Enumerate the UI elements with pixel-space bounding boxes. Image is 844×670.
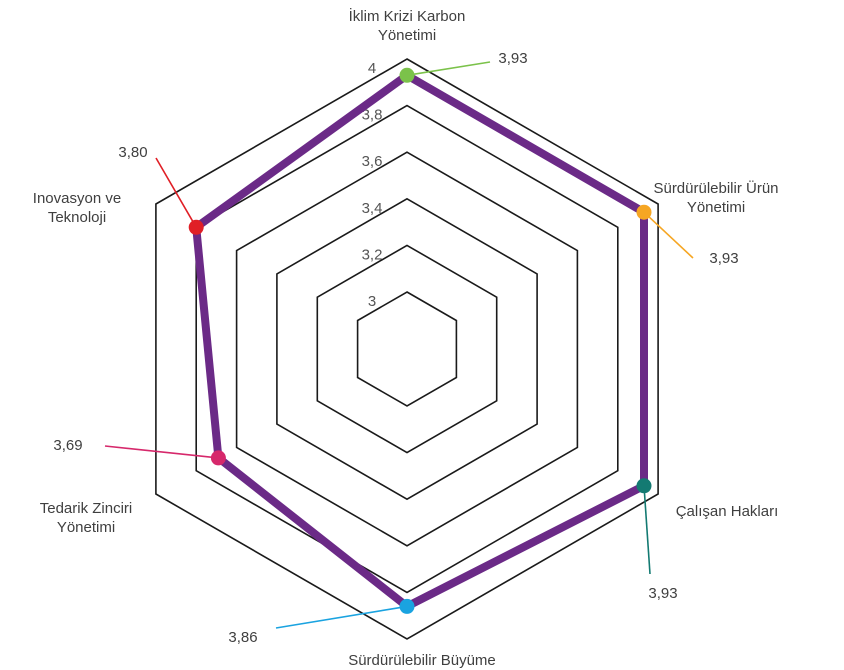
grid-layer <box>155 58 659 640</box>
tick-label: 3,2 <box>362 246 383 263</box>
axis-label-line: Sürdürülebilir Büyüme <box>348 652 496 669</box>
axis-label-line: Inovasyon ve <box>33 190 121 207</box>
value-label: 3,86 <box>228 629 257 646</box>
axis-label-line: Sürdürülebilir Ürün <box>653 179 778 197</box>
axis-label-line: Yönetimi <box>378 27 436 44</box>
axis-label: Sürdürülebilir Büyüme <box>348 652 496 669</box>
tick-label: 3 <box>368 293 376 310</box>
callout-line <box>406 61 491 77</box>
tick-label: 3,4 <box>362 200 383 217</box>
grid-ring <box>235 151 579 547</box>
label-layer: İklim Krizi Karbon YönetimiSürdürülebilir… <box>33 7 779 669</box>
data-point <box>399 598 415 614</box>
axis-label-line: Yönetimi <box>687 199 745 216</box>
callout-line <box>155 157 197 228</box>
axis-label: Sürdürülebilir Ürün Yönetimi <box>653 179 778 216</box>
data-point <box>636 478 652 494</box>
axis-label: Tedarik Zinciri Yönetimi <box>40 500 133 536</box>
callout-layer: 3,93 3,93 3,93 3,86 3,69 3,80 <box>53 50 738 646</box>
value-label: 3,69 <box>53 437 82 454</box>
axis-label-line: İklim Krizi Karbon <box>349 7 466 25</box>
data-point <box>399 67 415 83</box>
data-point <box>636 204 652 220</box>
grid-ring <box>155 58 659 640</box>
grid-ring <box>276 197 538 501</box>
axis-label-line: Teknoloji <box>48 209 106 226</box>
callout-line <box>104 445 219 459</box>
axis-label: Çalışan Hakları <box>676 503 779 520</box>
axis-label: İklim Krizi Karbon Yönetimi <box>349 7 466 44</box>
callout-line <box>275 605 408 629</box>
value-label: 3,93 <box>648 585 677 602</box>
tick-layer: 3 3,2 3,4 3,6 3,8 4 <box>362 60 383 310</box>
value-label: 3,93 <box>498 50 527 67</box>
grid-ring <box>356 291 458 407</box>
axis-label-line: Tedarik Zinciri <box>40 500 133 517</box>
axis-label: Inovasyon ve Teknoloji <box>33 190 121 226</box>
tick-label: 3,6 <box>362 153 383 170</box>
value-label: 3,93 <box>709 250 738 267</box>
tick-label: 3,8 <box>362 107 383 124</box>
tick-label: 4 <box>368 60 376 77</box>
data-point <box>210 450 226 466</box>
callout-line <box>643 485 651 575</box>
axis-label-line: Çalışan Hakları <box>676 503 779 520</box>
axis-label-line: Yönetimi <box>57 519 115 536</box>
callout-line <box>643 211 694 259</box>
value-label: 3,80 <box>118 144 147 161</box>
grid-ring <box>316 244 498 454</box>
data-point <box>188 219 204 235</box>
